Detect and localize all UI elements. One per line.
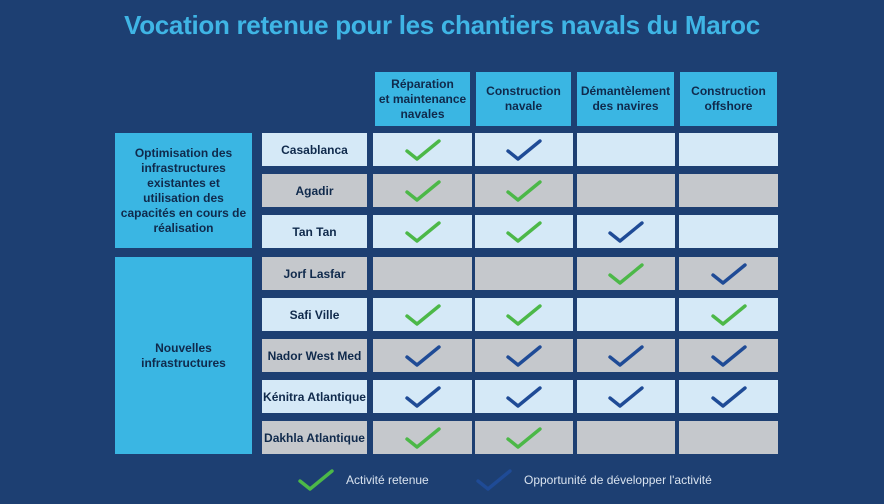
grid-cell (679, 174, 778, 207)
check-icon (403, 138, 443, 162)
grid-cell (475, 298, 573, 331)
check-icon (709, 344, 749, 368)
column-header-line: et maintenance (378, 91, 467, 106)
check-icon (403, 344, 443, 368)
column-header-reparation: Réparation et maintenance navales (375, 72, 470, 126)
legend-item-opportunite: Opportunité de développer l'activité (474, 466, 712, 494)
row-label: Tan Tan (262, 215, 367, 248)
grid-cell (373, 215, 472, 248)
group-header-optimisation: Optimisation des infrastructures existan… (115, 133, 252, 248)
grid-cell (679, 339, 778, 372)
row-label: Dakhla Atlantique (262, 421, 367, 454)
check-icon (606, 385, 646, 409)
column-header-construction-navale: Construction navale (476, 72, 571, 126)
column-header-line: Réparation (391, 76, 454, 91)
grid-cell (577, 215, 675, 248)
grid-cell (577, 421, 675, 454)
check-icon (504, 179, 544, 203)
grid-cell (373, 380, 472, 413)
column-header-line: Construction (691, 84, 766, 98)
grid-cell (475, 339, 573, 372)
column-header-demantelement: Démantèlement des navires (577, 72, 674, 126)
legend-label: Opportunité de développer l'activité (524, 473, 712, 487)
grid-cell (577, 257, 675, 290)
check-icon (504, 138, 544, 162)
check-icon (709, 262, 749, 286)
column-header-line: Démantèlement (580, 84, 671, 98)
grid-cell (679, 215, 778, 248)
check-icon (403, 179, 443, 203)
row-label: Safi Ville (262, 298, 367, 331)
column-header-line: Construction (486, 84, 561, 98)
check-icon (403, 385, 443, 409)
page-title: Vocation retenue pour les chantiers nava… (124, 10, 760, 40)
check-icon (504, 303, 544, 327)
column-header-line: des navires (592, 99, 659, 113)
check-icon (709, 303, 749, 327)
grid-cell (679, 380, 778, 413)
check-icon (606, 262, 646, 286)
grid-cell (577, 133, 675, 166)
row-label: Casablanca (262, 133, 367, 166)
check-icon (403, 303, 443, 327)
check-icon (296, 468, 336, 492)
column-header-construction-offshore: Construction offshore (680, 72, 777, 126)
row-label: Kénitra Atlantique (262, 380, 367, 413)
check-icon (403, 426, 443, 450)
check-icon (709, 385, 749, 409)
grid-cell (577, 380, 675, 413)
grid-cell (679, 257, 778, 290)
check-icon (403, 220, 443, 244)
grid-cell (373, 339, 472, 372)
grid-cell (373, 257, 472, 290)
grid-cell (577, 298, 675, 331)
column-header-line: navales (400, 106, 445, 121)
grid-cell (577, 339, 675, 372)
check-icon (504, 344, 544, 368)
grid-cell (373, 174, 472, 207)
grid-cell (373, 298, 472, 331)
column-header-line: offshore (704, 99, 753, 113)
check-icon (504, 426, 544, 450)
row-label: Jorf Lasfar (262, 257, 367, 290)
grid-cell (475, 215, 573, 248)
grid-cell (373, 133, 472, 166)
grid-cell (679, 421, 778, 454)
check-icon (504, 385, 544, 409)
row-label: Nador West Med (262, 339, 367, 372)
column-header-line: navale (504, 99, 543, 113)
grid-cell (475, 380, 573, 413)
grid-cell (679, 298, 778, 331)
check-icon (504, 220, 544, 244)
grid-cell (475, 133, 573, 166)
group-header-nouvelles: Nouvelles infrastructures (115, 257, 252, 454)
grid-cell (679, 133, 778, 166)
legend-label: Activité retenue (346, 473, 429, 487)
check-icon (606, 344, 646, 368)
grid-cell (475, 257, 573, 290)
row-label: Agadir (262, 174, 367, 207)
grid-cell (373, 421, 472, 454)
legend-item-retenue: Activité retenue (296, 466, 429, 494)
grid-cell (577, 174, 675, 207)
grid-cell (475, 174, 573, 207)
grid-cell (475, 421, 573, 454)
check-icon (474, 468, 514, 492)
check-icon (606, 220, 646, 244)
